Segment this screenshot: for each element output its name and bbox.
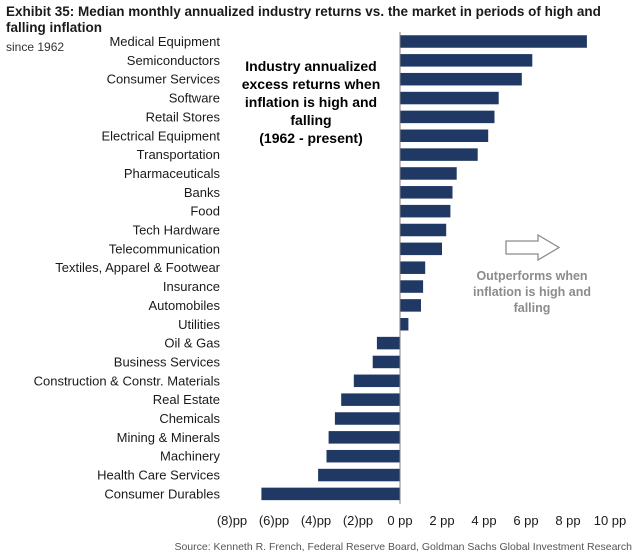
category-label: Retail Stores (146, 109, 221, 124)
category-label: Tech Hardware (133, 223, 220, 238)
category-label: Textiles, Apparel & Footwear (55, 260, 220, 275)
bar-transportation (400, 148, 478, 161)
category-label: Medical Equipment (109, 34, 220, 49)
x-tick-label: (8)pp (217, 513, 247, 528)
bar-oil-gas (376, 336, 400, 350)
source-note: Source: Kenneth R. French, Federal Reser… (174, 541, 632, 553)
bar-banks (400, 186, 453, 199)
annotation-line-3: inflation is high and (245, 94, 377, 110)
outperform-note: Outperforms when inflation is high and f… (473, 233, 591, 315)
category-label: Consumer Services (107, 72, 221, 87)
annotation-box: Industry annualized excess returns when … (242, 58, 381, 146)
x-tick-label: (4)pp (301, 513, 331, 528)
bar-retail-stores (400, 110, 495, 124)
category-label: Software (169, 91, 220, 106)
bar-medical-equipment (400, 35, 587, 48)
bar-tech-hardware (400, 223, 447, 237)
bar-pharmaceuticals (400, 167, 457, 180)
category-label: Utilities (178, 317, 220, 332)
annotation-line-1: Industry annualized (245, 58, 376, 74)
bars-layer (261, 35, 587, 501)
bar-insurance (400, 280, 424, 293)
x-tick-label: (6)pp (259, 513, 289, 528)
category-label: Semiconductors (127, 53, 221, 68)
bar-food (400, 204, 451, 218)
annotation-line-4: falling (290, 112, 331, 128)
bar-electrical-equipment (400, 129, 489, 142)
bar-machinery (326, 449, 400, 463)
bar-chemicals (334, 412, 400, 425)
x-tick-label: (2)pp (343, 513, 373, 528)
bar-utilities (400, 318, 409, 331)
category-label: Pharmaceuticals (124, 166, 221, 181)
x-tick-label: 4 pp (471, 513, 496, 528)
category-label: Health Care Services (97, 468, 220, 483)
category-label: Automobiles (148, 298, 220, 313)
bar-semiconductors (400, 54, 533, 67)
bar-consumer-services (400, 72, 522, 86)
x-tick-label: 10 pp (594, 513, 627, 528)
category-label: Machinery (160, 449, 220, 464)
right-arrow-icon (505, 233, 561, 262)
note-line-3: falling (514, 301, 551, 315)
category-label: Chemicals (159, 411, 220, 426)
x-tick-label: 0 pp (387, 513, 412, 528)
bar-software (400, 91, 499, 105)
category-label: Business Services (114, 354, 221, 369)
bar-real-estate (341, 393, 400, 406)
x-tick-label: 6 pp (513, 513, 538, 528)
chart-subtitle: since 1962 (6, 40, 65, 54)
category-labels: Medical Equipment Semiconductors Consumer … (34, 34, 221, 501)
category-label: Banks (184, 185, 221, 200)
bar-automobiles (400, 299, 421, 312)
annotation-line-2: excess returns when (242, 76, 381, 92)
x-tick-label: 2 pp (429, 513, 454, 528)
category-label: Insurance (163, 279, 220, 294)
annotation-line-5: (1962 - present) (259, 130, 362, 146)
category-label: Real Estate (153, 392, 220, 407)
category-label: Construction & Constr. Materials (34, 373, 221, 388)
category-label: Oil & Gas (164, 336, 220, 351)
x-tick-label: 8 pp (555, 513, 580, 528)
bar-mining-minerals (328, 431, 400, 444)
category-label: Transportation (137, 147, 220, 162)
bar-consumer-durables (261, 487, 400, 501)
category-label: Food (190, 204, 220, 219)
bar-construction-constr-materials (353, 374, 400, 388)
note-line-2: inflation is high and (473, 285, 591, 299)
note-line-1: Outperforms when (476, 269, 587, 283)
category-label: Consumer Durables (104, 486, 220, 501)
bar-business-services (372, 355, 400, 369)
category-label: Electrical Equipment (102, 128, 221, 143)
category-label: Mining & Minerals (117, 430, 221, 445)
bar-health-care-services (318, 468, 400, 482)
bar-telecommunication (400, 242, 442, 256)
bar-textiles-apparel-footwear (400, 261, 426, 274)
category-label: Telecommunication (109, 241, 220, 256)
chart-title: Exhibit 35: Median monthly annualized in… (6, 4, 601, 35)
x-axis-ticks: (8)pp (6)pp (4)pp (2)pp 0 pp 2 pp 4 pp 6 pp 8 pp… (217, 513, 626, 528)
